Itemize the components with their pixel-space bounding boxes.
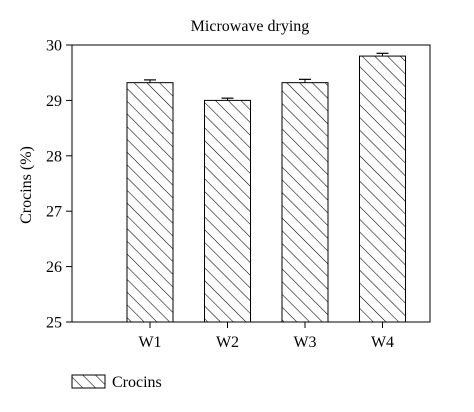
x-axis: W1 W2 W3 W4 bbox=[138, 322, 394, 351]
y-tick-label: 29 bbox=[46, 93, 62, 110]
y-tick-label: 27 bbox=[46, 204, 62, 221]
x-tick-label: W2 bbox=[216, 334, 239, 351]
bar bbox=[126, 82, 174, 323]
legend-swatch bbox=[71, 374, 106, 389]
x-tick-label: W1 bbox=[138, 334, 161, 351]
legend: Crocins bbox=[71, 374, 162, 391]
y-axis: 25 26 27 28 29 30 bbox=[46, 38, 72, 332]
y-tick-label: 30 bbox=[46, 38, 62, 55]
y-tick-label: 25 bbox=[46, 315, 62, 332]
y-tick-label: 26 bbox=[46, 259, 62, 276]
bar bbox=[359, 55, 406, 323]
y-axis-label: Crocins (%) bbox=[18, 146, 35, 224]
x-tick-label: W3 bbox=[293, 334, 316, 351]
bars bbox=[126, 52, 406, 323]
bar bbox=[204, 99, 251, 323]
chart-title: Microwave drying bbox=[191, 18, 310, 35]
bar bbox=[281, 82, 329, 323]
y-tick-label: 28 bbox=[46, 148, 62, 165]
legend-label: Crocins bbox=[112, 374, 162, 391]
x-tick-label: W4 bbox=[371, 334, 394, 351]
